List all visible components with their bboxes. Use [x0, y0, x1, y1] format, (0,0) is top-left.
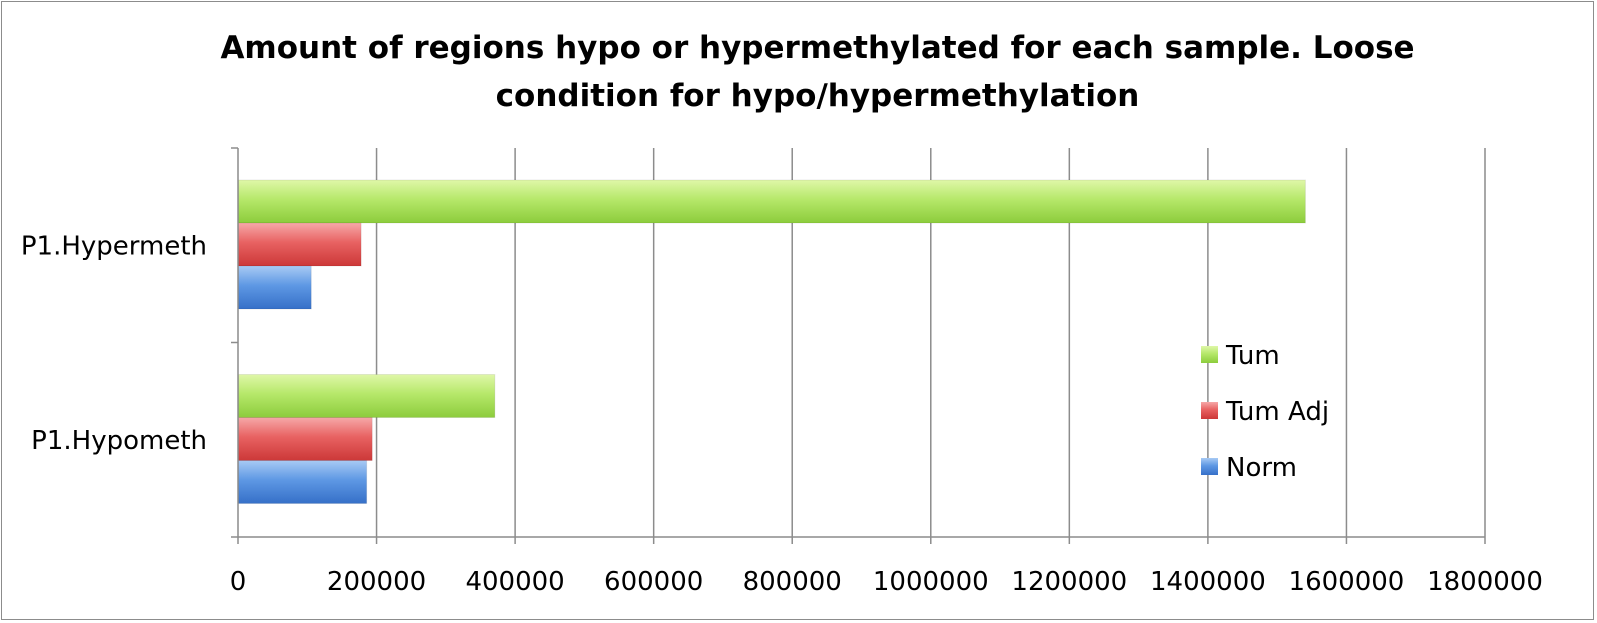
- legend-label: Norm: [1226, 453, 1297, 483]
- x-tick-label: 1600000: [1289, 567, 1405, 597]
- x-tick-label: 1400000: [1150, 567, 1266, 597]
- x-tick-label: 200000: [327, 567, 426, 597]
- y-category-label: P1.Hypermeth: [21, 231, 207, 261]
- x-tick-label: 600000: [604, 567, 703, 597]
- bar-norm-0: [238, 265, 312, 310]
- chart-title: Amount of regions hypo or hypermethylate…: [220, 30, 1415, 114]
- x-tick-label: 0: [230, 567, 247, 597]
- bar-tum-0: [238, 179, 1306, 224]
- bar-tum-adj-0: [238, 222, 362, 267]
- legend-label: Tum: [1225, 341, 1280, 371]
- legend-swatch-norm: [1201, 458, 1218, 475]
- x-tick-label: 1800000: [1427, 567, 1543, 597]
- legend-swatch-tum: [1201, 346, 1218, 363]
- legend-label: Tum Adj: [1225, 397, 1329, 427]
- x-tick-label: 800000: [743, 567, 842, 597]
- x-tick-label: 400000: [465, 567, 564, 597]
- x-tick-label: 1000000: [873, 567, 989, 597]
- legend-swatch-tum-adj: [1201, 402, 1218, 419]
- bar-tum-adj-1: [238, 417, 373, 461]
- bar-tum-1: [238, 374, 496, 418]
- y-category-label: P1.Hypometh: [31, 426, 207, 456]
- bar-norm-1: [238, 460, 368, 504]
- x-tick-label: 1200000: [1011, 567, 1127, 597]
